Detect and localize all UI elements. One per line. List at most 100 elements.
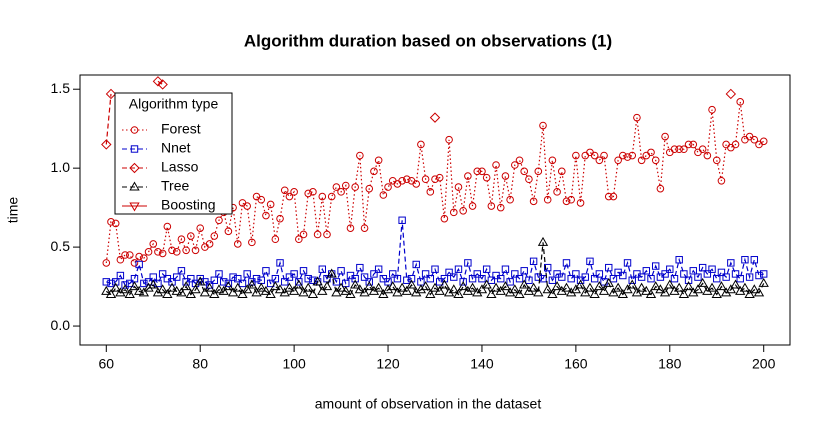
marker bbox=[713, 274, 721, 283]
marker bbox=[736, 98, 745, 106]
marker bbox=[745, 273, 754, 281]
marker bbox=[706, 282, 718, 292]
marker bbox=[553, 188, 561, 196]
marker bbox=[407, 274, 416, 283]
marker bbox=[506, 278, 514, 286]
series-line bbox=[106, 220, 764, 286]
marker bbox=[373, 282, 384, 292]
marker bbox=[293, 279, 304, 289]
marker bbox=[445, 135, 453, 144]
marker bbox=[429, 112, 441, 123]
legend-marker bbox=[129, 181, 140, 191]
marker bbox=[340, 285, 351, 295]
marker bbox=[102, 278, 110, 286]
plot-area bbox=[101, 76, 769, 298]
marker bbox=[318, 265, 327, 273]
marker bbox=[382, 284, 394, 294]
marker bbox=[722, 140, 730, 149]
marker bbox=[520, 267, 528, 275]
marker bbox=[464, 259, 472, 267]
marker bbox=[486, 288, 497, 298]
marker bbox=[594, 281, 605, 291]
marker bbox=[584, 282, 596, 292]
marker bbox=[595, 270, 604, 278]
marker bbox=[107, 218, 115, 226]
marker bbox=[317, 285, 328, 295]
marker bbox=[712, 156, 721, 165]
marker bbox=[467, 282, 478, 292]
marker bbox=[716, 281, 727, 291]
marker bbox=[121, 281, 129, 289]
marker bbox=[703, 151, 712, 160]
marker bbox=[511, 270, 519, 278]
marker bbox=[180, 281, 192, 291]
marker bbox=[501, 265, 510, 273]
marker bbox=[556, 285, 567, 295]
marker bbox=[659, 287, 671, 297]
marker bbox=[605, 263, 613, 272]
marker bbox=[476, 284, 488, 294]
marker bbox=[753, 287, 765, 297]
marker bbox=[374, 265, 383, 273]
marker bbox=[209, 288, 220, 298]
marker bbox=[351, 274, 359, 283]
marker bbox=[487, 202, 496, 210]
marker bbox=[304, 189, 313, 198]
marker bbox=[148, 279, 159, 289]
marker bbox=[290, 270, 298, 278]
marker bbox=[598, 285, 610, 295]
marker bbox=[736, 274, 744, 283]
marker bbox=[511, 161, 519, 169]
marker bbox=[370, 167, 378, 176]
marker bbox=[290, 188, 298, 196]
marker bbox=[157, 284, 168, 294]
marker bbox=[265, 288, 276, 298]
marker bbox=[227, 287, 239, 297]
marker bbox=[561, 282, 572, 292]
marker bbox=[449, 208, 458, 217]
marker bbox=[177, 267, 186, 275]
legend-label: Forest bbox=[161, 121, 201, 137]
marker bbox=[134, 285, 145, 295]
marker bbox=[443, 287, 455, 297]
marker bbox=[365, 278, 373, 286]
marker bbox=[233, 240, 242, 248]
marker bbox=[567, 274, 575, 283]
marker bbox=[223, 281, 234, 291]
legend: Algorithm type Forest Nnet Lasso Tree Boostin… bbox=[114, 92, 233, 215]
marker bbox=[130, 259, 139, 267]
marker bbox=[656, 184, 665, 193]
marker bbox=[694, 148, 702, 157]
marker bbox=[504, 287, 516, 297]
marker bbox=[675, 256, 683, 264]
marker bbox=[623, 259, 632, 267]
marker bbox=[354, 284, 366, 294]
marker bbox=[473, 167, 482, 176]
marker bbox=[187, 232, 195, 240]
marker bbox=[243, 270, 251, 278]
marker bbox=[119, 284, 131, 294]
marker bbox=[126, 279, 134, 288]
marker bbox=[684, 140, 693, 149]
marker bbox=[537, 236, 549, 246]
marker bbox=[335, 282, 347, 292]
marker bbox=[135, 260, 143, 269]
marker bbox=[105, 88, 117, 100]
marker bbox=[379, 191, 388, 199]
marker bbox=[420, 281, 431, 291]
marker bbox=[398, 176, 406, 185]
marker bbox=[271, 235, 280, 244]
marker bbox=[633, 113, 641, 122]
x-tick-label: 160 bbox=[564, 356, 588, 372]
marker bbox=[702, 285, 713, 295]
marker bbox=[303, 282, 314, 292]
marker bbox=[637, 156, 646, 165]
marker bbox=[575, 279, 586, 289]
marker bbox=[388, 176, 397, 185]
marker bbox=[749, 284, 760, 294]
y-tick-label: 1.0 bbox=[51, 159, 71, 175]
marker bbox=[675, 145, 683, 154]
marker bbox=[744, 288, 755, 298]
marker bbox=[731, 140, 740, 149]
marker bbox=[725, 88, 737, 100]
